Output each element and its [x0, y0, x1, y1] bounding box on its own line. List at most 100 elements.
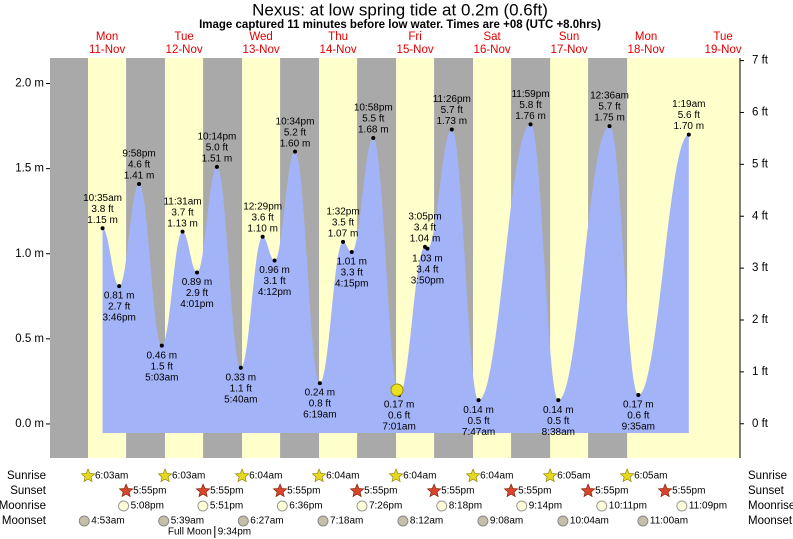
tide-label: 11:31am — [163, 196, 201, 207]
tide-extreme — [636, 393, 641, 398]
sunset-icon — [272, 483, 288, 498]
y2-tick-label: 0 ft — [752, 418, 769, 430]
tide-label: 3:50pm — [411, 275, 444, 286]
moonset-time: 6:27am — [250, 516, 283, 527]
tide-label: 1.07 m — [328, 228, 359, 239]
tide-label: 1:32pm — [326, 206, 359, 217]
tide-label: 5.7 ft — [441, 105, 463, 116]
moonrise-time: 8:18pm — [449, 501, 482, 512]
tide-label: 0.89 m — [182, 277, 213, 288]
row-label: Sunset — [748, 485, 785, 497]
tide-label: 5.8 ft — [519, 100, 541, 111]
tide-label: 3.8 ft — [91, 204, 113, 215]
tide-label: 2.9 ft — [186, 288, 208, 299]
tide-label: 0.81 m — [104, 291, 135, 302]
tide-extreme — [180, 229, 185, 234]
sunset-icon — [349, 483, 365, 498]
tide-label: 7:47am — [462, 427, 495, 438]
tide-label: 1.1 ft — [230, 383, 252, 394]
weekday-label: Thu — [328, 31, 348, 43]
tide-label: 1.13 m — [167, 218, 198, 229]
moonrise-time: 6:36pm — [289, 501, 322, 512]
sunrise-time: 6:05am — [634, 471, 667, 482]
tide-label: 0.14 m — [463, 405, 494, 416]
plot-area — [50, 58, 740, 458]
tide-label: 12:29pm — [243, 201, 282, 212]
tide-label: 1.04 m — [410, 234, 441, 245]
tide-extreme — [260, 234, 265, 239]
moon-phase-name: Full Moon — [168, 527, 212, 538]
tide-label: 3.1 ft — [263, 276, 285, 287]
tide-label: 1.76 m — [515, 111, 546, 122]
tide-label: 10:35am — [83, 193, 122, 204]
y-tick-label: 0.0 m — [15, 418, 44, 430]
tide-extreme — [293, 149, 298, 154]
sunrise-time: 6:03am — [95, 471, 128, 482]
y2-tick-label: 3 ft — [752, 262, 769, 274]
date-label: 16-Nov — [474, 44, 511, 56]
tide-extreme — [371, 136, 376, 140]
sunrise-icon — [465, 468, 481, 483]
sunset-icon — [657, 483, 673, 498]
date-label: 13-Nov — [243, 44, 280, 56]
tide-label: 10:58pm — [354, 103, 393, 114]
sunset-icon — [118, 483, 134, 498]
sunset-icon — [426, 483, 442, 498]
sunrise-icon — [542, 468, 558, 483]
moonset-icon — [557, 515, 569, 527]
y2-tick-label: 2 ft — [752, 314, 769, 326]
sunrise-time: 6:04am — [249, 471, 282, 482]
sunset-icon — [503, 483, 519, 498]
tide-label: 3.7 ft — [171, 207, 193, 218]
y-tick-label: 1.5 m — [15, 163, 44, 175]
row-label: Moonrise — [0, 500, 46, 512]
row-label: Sunrise — [7, 470, 46, 482]
tide-label: 1.75 m — [594, 113, 625, 124]
moonrise-time: 5:51pm — [210, 501, 243, 512]
sunset-icon — [580, 483, 596, 498]
moonset-icon — [317, 515, 329, 527]
tide-label: 3.3 ft — [341, 268, 363, 279]
sunrise-icon — [619, 468, 635, 483]
sunset-time: 5:55pm — [287, 486, 320, 497]
date-label: 11-Nov — [89, 44, 125, 56]
moonset-time: 7:18am — [330, 516, 363, 527]
weekday-label: Tue — [713, 31, 732, 43]
tide-label: 1.60 m — [280, 138, 311, 149]
sunrise-time: 6:05am — [557, 471, 590, 482]
tide-extreme — [194, 270, 199, 275]
y-tick-label: 2.0 m — [15, 78, 44, 90]
y2-tick-label: 6 ft — [752, 107, 769, 119]
row-label: Moonrise — [748, 500, 793, 512]
row-label: Moonset — [748, 515, 793, 527]
tide-label: 9:58pm — [122, 149, 155, 160]
sunset-time: 5:55pm — [672, 486, 705, 497]
moonrise-icon — [596, 500, 608, 512]
tide-label: 5.5 ft — [362, 114, 384, 125]
tide-label: 5.2 ft — [284, 127, 306, 138]
tide-extreme — [341, 239, 346, 244]
tide-label: 0.17 m — [623, 400, 654, 411]
sunrise-icon — [388, 468, 404, 483]
tide-label: 0.24 m — [305, 388, 336, 399]
tide-extreme — [349, 250, 354, 255]
tide-label: 8:38am — [542, 427, 575, 438]
tide-extreme — [272, 258, 277, 263]
now-marker — [390, 383, 404, 397]
y2-tick-label: 4 ft — [752, 210, 769, 222]
date-label: 14-Nov — [320, 44, 357, 56]
weekday-label: Tue — [174, 31, 193, 43]
tide-label: 1.15 m — [87, 215, 118, 226]
tide-label: 11:26pm — [433, 94, 471, 105]
moonset-icon — [78, 515, 90, 527]
tide-label: 1.5 ft — [151, 361, 173, 372]
chart-title: Nexus: at low spring tide at 0.2m (0.6ft… — [252, 0, 548, 19]
y2-tick-label: 7 ft — [752, 55, 769, 67]
weekday-label: Sat — [483, 31, 501, 43]
tide-extreme — [476, 398, 481, 403]
moonset-time: 10:04am — [570, 516, 609, 527]
tide-label: 1.01 m — [336, 257, 367, 268]
tide-label: 3.6 ft — [252, 212, 274, 223]
tide-label: 1.10 m — [247, 223, 278, 234]
sunset-time: 5:55pm — [595, 486, 628, 497]
